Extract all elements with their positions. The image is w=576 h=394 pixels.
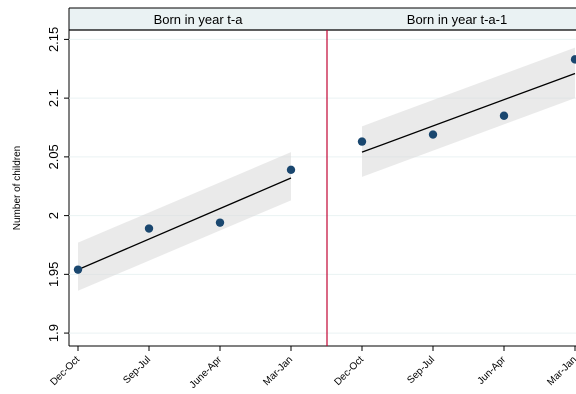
y-tick-label: 1.9 (46, 324, 61, 342)
x-tick-label: June-Apr (188, 354, 225, 391)
x-tick-label: Sep-Jul (405, 354, 437, 386)
data-point (570, 55, 576, 64)
data-point (73, 265, 83, 274)
x-tick-label: Sep-Jul (121, 354, 153, 386)
panel-header-bg (69, 8, 576, 30)
y-ticks: 1.9 1.95 2 2.05 2.1 2.15 (46, 27, 69, 342)
fit-line-layer (77, 72, 576, 271)
x-ticks: Dec-Oct Sep-Jul June-Apr Mar-Jan Dec-Oct Sep-… (48, 346, 576, 391)
data-point (428, 130, 438, 139)
y-tick-label: 1.95 (46, 262, 61, 287)
data-point (215, 218, 225, 227)
fit-line (77, 177, 292, 271)
panel-title-left: Born in year t-a (154, 12, 244, 27)
y-tick-label: 2.15 (46, 27, 61, 52)
y-axis-label: Number of children (12, 146, 23, 230)
y-tick-label: 2 (46, 212, 61, 219)
x-tick-label: Jun-Apr (476, 354, 509, 387)
plot-frame (68, 7, 576, 347)
x-tick-label: Dec-Oct (332, 354, 366, 388)
y-tick-label: 2.1 (46, 89, 61, 107)
data-point (144, 224, 154, 233)
data-point (286, 165, 296, 174)
point-layer (73, 55, 576, 274)
panel-title-right: Born in year t-a-1 (407, 12, 507, 27)
x-tick-label: Mar-Jan (545, 354, 576, 388)
data-point (499, 111, 509, 120)
ci-band (78, 152, 291, 291)
grid-layer (69, 38, 576, 334)
x-tick-label: Mar-Jan (261, 354, 295, 388)
fit-line (361, 72, 576, 153)
y-tick-label: 2.05 (46, 144, 61, 169)
data-point (357, 137, 367, 146)
x-tick-label: Dec-Oct (48, 354, 82, 388)
